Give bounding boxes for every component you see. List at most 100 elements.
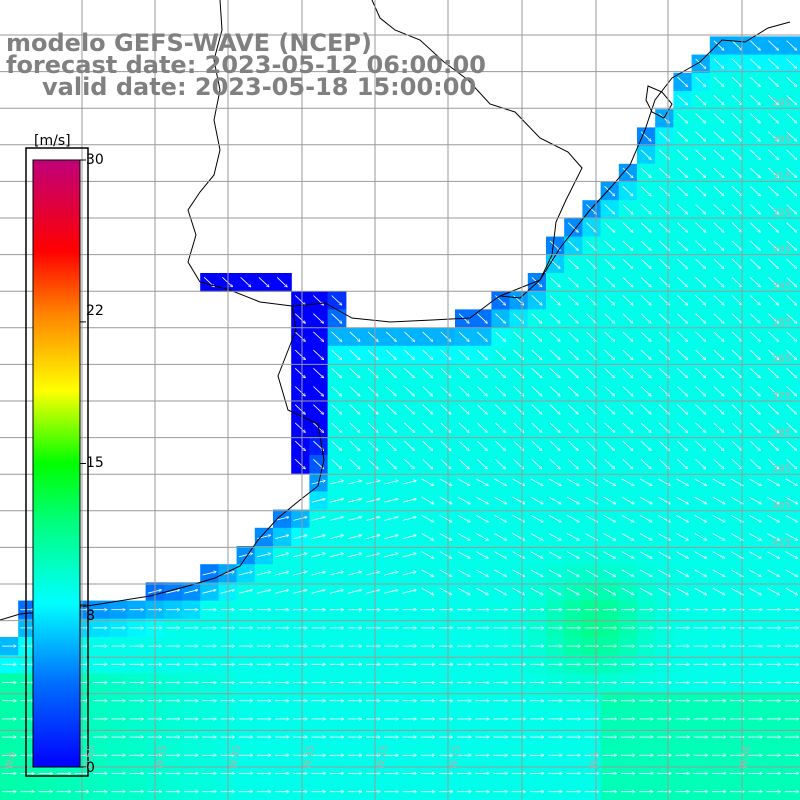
wind-arrow (786, 76, 797, 87)
wind-arrow (731, 131, 742, 142)
colorbar-tick-label: 15 (86, 455, 104, 471)
latitude-label: 345 (772, 281, 791, 292)
latitude-label: 395 (772, 464, 791, 475)
field-cell (782, 564, 800, 583)
latitude-label: 365 (772, 354, 791, 365)
latitude-label: 325 (772, 208, 791, 219)
wind-arrow (677, 113, 687, 124)
wind-arrow (731, 76, 742, 87)
field-cell (782, 36, 800, 56)
wind-arrow (749, 76, 760, 87)
wind-arrow (768, 76, 778, 87)
wind-arrow (713, 113, 724, 124)
field-cell (782, 54, 800, 74)
wind-arrow (713, 149, 724, 160)
colorbar-tick-label: 30 (86, 152, 104, 168)
field-cell (782, 254, 800, 274)
wind-arrow (695, 76, 706, 87)
wind-arrow (695, 58, 706, 69)
wind-arrow (695, 167, 706, 178)
wind-arrow (786, 149, 797, 160)
wind-arrow (677, 167, 687, 178)
wind-arrow (677, 149, 687, 160)
colorbar-tick-label: 8 (86, 608, 95, 624)
wind-arrow (640, 131, 651, 142)
wind-arrow (768, 40, 778, 51)
wind-arrow (749, 95, 760, 105)
wind-arrow (640, 149, 651, 160)
wind-arrow (768, 95, 778, 105)
wind-arrow (713, 76, 724, 87)
field-cell (782, 400, 800, 420)
field-cell (782, 291, 800, 310)
field-cell (782, 509, 800, 529)
wind-arrow (677, 131, 687, 142)
wind-arrow (695, 113, 706, 124)
field-cell (782, 527, 800, 547)
wind-arrow (768, 149, 778, 160)
wind-arrow (695, 95, 706, 105)
field-cell (782, 473, 800, 492)
wind-arrow (640, 167, 651, 178)
wind-arrow (731, 40, 742, 51)
wind-arrow (695, 131, 706, 142)
wind-arrow (713, 40, 724, 51)
latitude-label: 335 (772, 244, 791, 255)
field-cell (782, 327, 800, 347)
wind-arrow (731, 58, 742, 69)
colorbar-gradient (32, 159, 81, 768)
wind-arrow (768, 131, 778, 142)
wind-arrow (786, 58, 797, 69)
wind-arrow (731, 95, 742, 105)
wind-arrow (768, 113, 778, 124)
wind-arrow (786, 40, 797, 51)
wind-arrow (786, 113, 797, 124)
latitude-label: 385 (772, 427, 791, 438)
wind-speed-field (0, 36, 800, 800)
wind-arrow (749, 58, 760, 69)
field-cell (782, 218, 800, 238)
wind-vector-field (2, 40, 800, 800)
colorbar (25, 147, 89, 777)
wind-arrow (749, 40, 760, 51)
latitude-label: 305 (772, 135, 791, 146)
wind-arrow (677, 76, 687, 87)
latitude-label: 355 (772, 318, 791, 329)
field-cell (782, 109, 800, 128)
wind-arrow (786, 95, 797, 105)
latitude-label: 315 (772, 171, 791, 182)
field-cell (782, 491, 800, 511)
wind-arrow (768, 58, 778, 69)
wind-arrow (786, 131, 797, 142)
field-cell (782, 546, 800, 565)
wind-arrow (731, 113, 742, 124)
wind-arrow (749, 131, 760, 142)
wind-arrow (677, 95, 687, 105)
wind-arrow (749, 113, 760, 124)
wind-arrow (695, 149, 706, 160)
latitude-label: 405 (772, 501, 791, 512)
wind-arrow (622, 167, 633, 178)
field-cell (782, 182, 800, 201)
colorbar-unit: [m/s] (34, 133, 71, 149)
colorbar-tick-label: 0 (86, 760, 95, 776)
wind-arrow (713, 131, 724, 142)
colorbar-tick-label: 22 (86, 303, 104, 319)
wind-arrow (713, 167, 724, 178)
field-cell (782, 145, 800, 165)
wind-arrow (713, 58, 724, 69)
wind-arrow (749, 149, 760, 160)
valid-date: valid date: 2023-05-18 15:00:00 (42, 73, 477, 101)
field-cell (782, 364, 800, 383)
wind-arrow (731, 167, 742, 178)
field-cell (782, 436, 800, 456)
wind-arrow (731, 149, 742, 160)
latitude-label: 375 (772, 391, 791, 402)
field-cell (782, 72, 800, 92)
latitude-label: 295 (772, 98, 791, 109)
latitude-label: 415 (772, 537, 791, 548)
field-cell (782, 582, 800, 602)
wind-arrow (713, 95, 724, 105)
